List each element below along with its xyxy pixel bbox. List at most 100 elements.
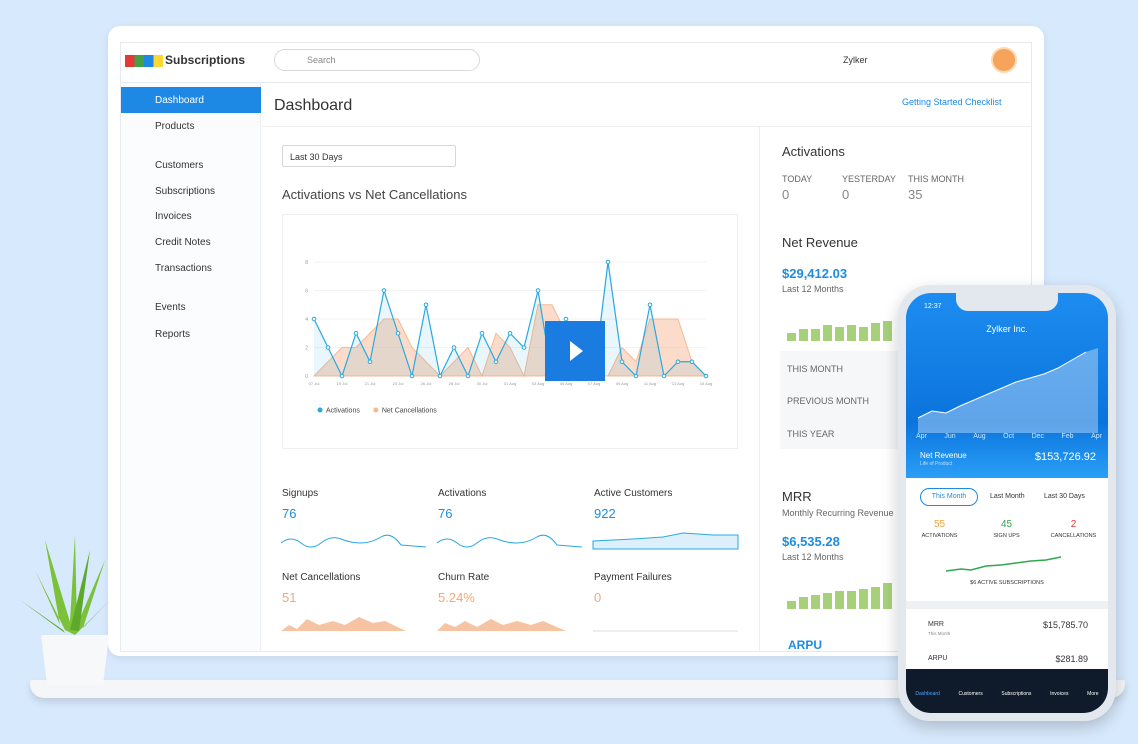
- chart-title: Activations vs Net Cancellations: [282, 187, 467, 202]
- panel-title: Activations: [782, 144, 845, 159]
- metric-label: Active Customers: [594, 488, 673, 499]
- month: Apr: [916, 433, 927, 440]
- active-item: [121, 87, 261, 113]
- point: [689, 359, 695, 365]
- filter-dropdown[interactable]: [282, 145, 456, 167]
- tab[interactable]: Last 30 Days: [1044, 493, 1085, 500]
- laptop-base: [30, 680, 1125, 698]
- x-tick-label: 30 Jul: [477, 381, 488, 386]
- metric-value: 76: [282, 506, 297, 521]
- play-button[interactable]: [545, 321, 605, 381]
- checklist-link[interactable]: Getting Started Checklist: [902, 97, 1002, 107]
- nav-item[interactable]: Dashboard: [155, 95, 204, 106]
- month-axis: Apr Jun Aug Oct Dec Feb Apr: [916, 433, 1102, 440]
- sparkline: [437, 619, 566, 631]
- month: Apr: [1091, 433, 1102, 440]
- metric-label: Net Cancellations: [282, 572, 361, 583]
- stat-label: SIGN UPS: [993, 533, 1020, 539]
- chart-box: [282, 214, 738, 449]
- point: [605, 259, 611, 265]
- nav-item[interactable]: Subscriptions: [1001, 691, 1032, 697]
- row-label: THIS YEAR: [787, 429, 835, 439]
- revenue-value: $29,412.03: [782, 266, 848, 281]
- x-tick-label: 07 Aug: [588, 381, 600, 386]
- filter-label: Last 30 Days: [290, 152, 343, 162]
- panel-title: Net Revenue: [782, 235, 858, 250]
- point: [633, 373, 639, 379]
- nav-item[interactable]: Customers: [155, 160, 204, 171]
- mrr-value: $15,785.70: [1042, 620, 1088, 630]
- point: [381, 288, 387, 293]
- x-tick-label: 03 Aug: [532, 381, 544, 386]
- y-tick-label: 2: [305, 346, 308, 352]
- legend-label: Net Cancellations: [382, 408, 437, 415]
- period: Last 12 Months: [782, 284, 844, 294]
- x-tick-label: 28 Jul: [449, 381, 460, 386]
- col-label: YESTERDAY: [842, 174, 896, 184]
- nav-item[interactable]: Events: [155, 302, 186, 313]
- point: [353, 330, 359, 336]
- notch: [956, 293, 1058, 311]
- logo: [125, 55, 163, 67]
- stat-value: 55: [933, 519, 946, 530]
- x-tick-label: 09 Aug: [616, 381, 628, 386]
- nav-item[interactable]: Invoices: [1050, 691, 1069, 697]
- nav-item[interactable]: Subscriptions: [155, 186, 216, 197]
- tab[interactable]: This Month: [920, 488, 978, 506]
- stat-label: CANCELLATIONS: [1050, 533, 1097, 539]
- phone-nav: Dashboard Customers Subscriptions Invoices M…: [906, 669, 1108, 713]
- x-tick-label: 13 Aug: [672, 381, 684, 386]
- stat-label: ACTIVATIONS: [921, 533, 958, 539]
- sparkline: [281, 617, 406, 631]
- x-tick-label: 01 Aug: [504, 381, 516, 386]
- point: [493, 359, 499, 365]
- nav-item[interactable]: Reports: [155, 329, 191, 340]
- phone-screen: 12:37 Zylker Inc. Apr Jun Aug Oct Dec Feb Apr …: [906, 293, 1108, 713]
- nav-item[interactable]: Products: [155, 121, 195, 132]
- sparklines: [281, 532, 739, 632]
- y-tick-label: 0: [305, 374, 308, 380]
- legend-label: Activations: [326, 408, 360, 415]
- legend-swatch: [373, 407, 379, 413]
- tab[interactable]: Last Month: [990, 493, 1025, 500]
- nav-item[interactable]: Customers: [958, 691, 983, 697]
- point: [535, 288, 541, 293]
- x-tick-label: 07 Jul: [309, 381, 320, 386]
- month: Dec: [1031, 433, 1045, 440]
- point: [647, 302, 653, 308]
- nav-item[interactable]: Transactions: [155, 263, 212, 274]
- header: Dashboard Getting Started Checklist: [262, 83, 1031, 127]
- active-subscriptions: $6 ACTIVE SUBSCRIPTIONS: [970, 580, 1044, 586]
- row-label: PREVIOUS MONTH: [787, 396, 870, 406]
- sparkline: [436, 534, 583, 548]
- phone: 12:37 Zylker Inc. Apr Jun Aug Oct Dec Feb Apr …: [898, 285, 1116, 721]
- point: [367, 359, 373, 365]
- nav-item[interactable]: Invoices: [155, 211, 192, 222]
- month: Jun: [944, 433, 956, 440]
- brand: Subscriptions: [165, 53, 246, 67]
- point: [451, 345, 457, 350]
- month: Aug: [973, 433, 986, 440]
- nav-item[interactable]: Credit Notes: [155, 237, 211, 248]
- user-name[interactable]: Zylker: [843, 55, 868, 65]
- nav-item[interactable]: More: [1087, 691, 1099, 697]
- sparkline: [281, 534, 427, 548]
- y-tick-label: 6: [305, 289, 308, 295]
- x-tick-label: 19 Jul: [337, 381, 348, 386]
- stat-value: 2: [1070, 519, 1077, 530]
- metric-value: 0: [594, 590, 602, 605]
- nav-item[interactable]: Dashboard: [915, 691, 940, 697]
- x-tick-label: 05 Aug: [560, 381, 572, 386]
- phone-chart: [917, 348, 1098, 433]
- sparkline: [592, 532, 739, 550]
- metric-value: 922: [594, 506, 616, 521]
- point: [423, 302, 429, 308]
- arpu-value: $281.89: [1055, 654, 1088, 664]
- point: [675, 359, 681, 365]
- point: [409, 373, 415, 379]
- y-tick-label: 4: [305, 317, 308, 323]
- sidebar: Dashboard Products Customers Subscriptio…: [121, 83, 261, 651]
- point: [395, 330, 401, 336]
- search-box[interactable]: [274, 49, 480, 71]
- avatar[interactable]: [991, 47, 1017, 73]
